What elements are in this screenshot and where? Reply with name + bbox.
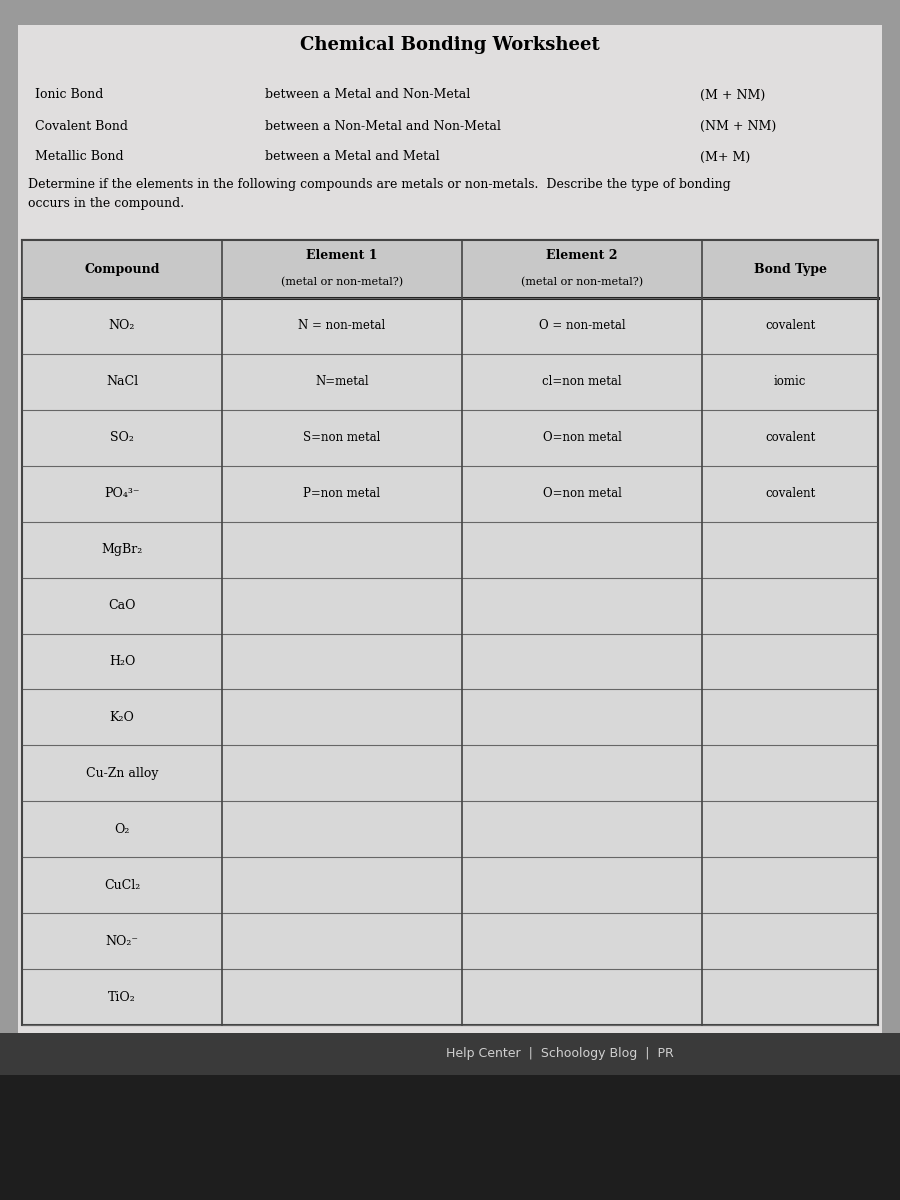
Text: Cu-Zn alloy: Cu-Zn alloy [86,767,158,780]
Text: NO₂⁻: NO₂⁻ [105,935,139,948]
Text: PO₄³⁻: PO₄³⁻ [104,487,140,500]
Text: iomic: iomic [774,376,806,389]
Text: Compound: Compound [85,263,160,276]
Text: Element 2: Element 2 [546,250,617,263]
Text: covalent: covalent [765,319,815,332]
Text: cl=non metal: cl=non metal [542,376,622,389]
FancyBboxPatch shape [22,240,878,1025]
Text: between a Non-Metal and Non-Metal: between a Non-Metal and Non-Metal [265,120,501,132]
Text: between a Metal and Non-Metal: between a Metal and Non-Metal [265,89,470,102]
FancyBboxPatch shape [18,25,882,1034]
Text: H₂O: H₂O [109,655,135,668]
Text: Bond Type: Bond Type [753,263,826,276]
Text: N=metal: N=metal [315,376,369,389]
Text: P=non metal: P=non metal [303,487,381,500]
Text: (M + NM): (M + NM) [700,89,765,102]
FancyBboxPatch shape [22,240,878,298]
FancyBboxPatch shape [0,1075,900,1200]
Text: Element 1: Element 1 [306,250,378,263]
Text: CuCl₂: CuCl₂ [104,878,140,892]
Text: O=non metal: O=non metal [543,487,621,500]
Text: Determine if the elements in the following compounds are metals or non-metals.  : Determine if the elements in the followi… [28,178,731,210]
Text: O = non-metal: O = non-metal [539,319,626,332]
Text: Ionic Bond: Ionic Bond [35,89,104,102]
Text: (M+ M): (M+ M) [700,150,751,163]
Text: (metal or non-metal?): (metal or non-metal?) [281,277,403,287]
Text: O₂: O₂ [114,823,130,835]
Text: SO₂: SO₂ [110,431,134,444]
Text: MgBr₂: MgBr₂ [102,544,142,556]
Text: K₂O: K₂O [110,710,134,724]
Text: NO₂: NO₂ [109,319,135,332]
Text: S=non metal: S=non metal [303,431,381,444]
Text: TiO₂: TiO₂ [108,990,136,1003]
Text: N = non-metal: N = non-metal [299,319,385,332]
Text: Chemical Bonding Worksheet: Chemical Bonding Worksheet [300,36,600,54]
Text: covalent: covalent [765,487,815,500]
Text: Covalent Bond: Covalent Bond [35,120,128,132]
Text: covalent: covalent [765,431,815,444]
Text: Metallic Bond: Metallic Bond [35,150,123,163]
FancyBboxPatch shape [0,1033,900,1075]
Text: (NM + NM): (NM + NM) [700,120,776,132]
Text: Help Center  |  Schoology Blog  |  PR: Help Center | Schoology Blog | PR [446,1048,674,1061]
Text: CaO: CaO [108,599,136,612]
Text: (metal or non-metal?): (metal or non-metal?) [521,277,643,287]
Text: O=non metal: O=non metal [543,431,621,444]
Text: between a Metal and Metal: between a Metal and Metal [265,150,439,163]
Text: NaCl: NaCl [106,376,138,389]
